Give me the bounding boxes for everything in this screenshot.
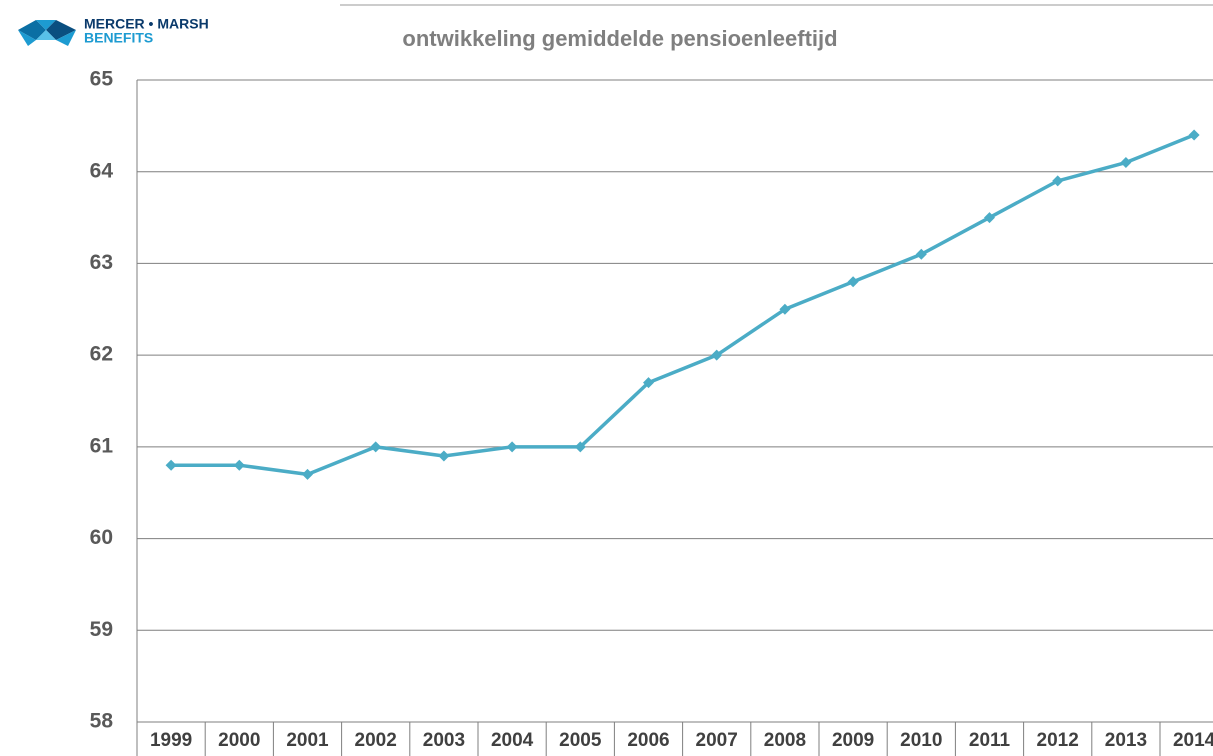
- y-tick-label: 62: [90, 343, 113, 366]
- y-tick-label: 59: [90, 618, 113, 641]
- series-line: [171, 133, 1195, 477]
- x-tick-label: 2002: [355, 730, 397, 751]
- point-marker: [984, 212, 995, 224]
- x-tick-label: 2013: [1105, 730, 1147, 751]
- x-tick-label: 2007: [696, 730, 738, 751]
- x-tick-label: 2004: [491, 730, 534, 751]
- logo-line1: MERCER • MARSH: [84, 16, 209, 32]
- x-tick-label: 2009: [832, 730, 874, 751]
- point-marker: [233, 459, 245, 471]
- x-tick-label: 2000: [218, 730, 260, 751]
- x-tick-label: 2003: [423, 730, 465, 751]
- x-tick-label: 2001: [286, 730, 329, 751]
- point-marker: [1120, 157, 1132, 169]
- x-tick-label: 2008: [764, 730, 806, 751]
- x-tick-label: 2011: [969, 730, 1011, 751]
- point-marker: [779, 303, 791, 315]
- y-tick-label: 58: [90, 710, 114, 733]
- point-marker: [438, 450, 450, 462]
- point-marker: [847, 276, 859, 288]
- point-marker: [643, 377, 654, 389]
- point-marker: [574, 441, 586, 453]
- x-tick-label: 2012: [1037, 730, 1079, 751]
- point-marker: [915, 248, 927, 260]
- point-marker: [165, 459, 177, 471]
- point-marker: [302, 468, 313, 480]
- logo-line2: BENEFITS: [84, 30, 153, 46]
- point-marker: [1052, 175, 1064, 187]
- x-tick-label: 2006: [627, 730, 669, 751]
- x-tick-label: 2014: [1173, 730, 1213, 751]
- point-marker: [1188, 129, 1200, 141]
- y-tick-label: 61: [90, 434, 114, 457]
- x-tick-label: 2005: [559, 730, 602, 751]
- point-marker: [506, 441, 518, 453]
- x-tick-label: 2010: [900, 730, 942, 751]
- x-tick-label: 1999: [150, 730, 192, 751]
- logo-icon: [18, 20, 76, 46]
- y-tick-label: 64: [90, 159, 114, 182]
- y-tick-label: 63: [90, 251, 113, 274]
- point-marker: [370, 441, 382, 453]
- chart-title: ontwikkeling gemiddelde pensioenleeftijd: [402, 26, 837, 51]
- y-tick-label: 65: [90, 68, 114, 91]
- point-marker: [711, 349, 723, 361]
- y-tick-label: 60: [90, 526, 113, 549]
